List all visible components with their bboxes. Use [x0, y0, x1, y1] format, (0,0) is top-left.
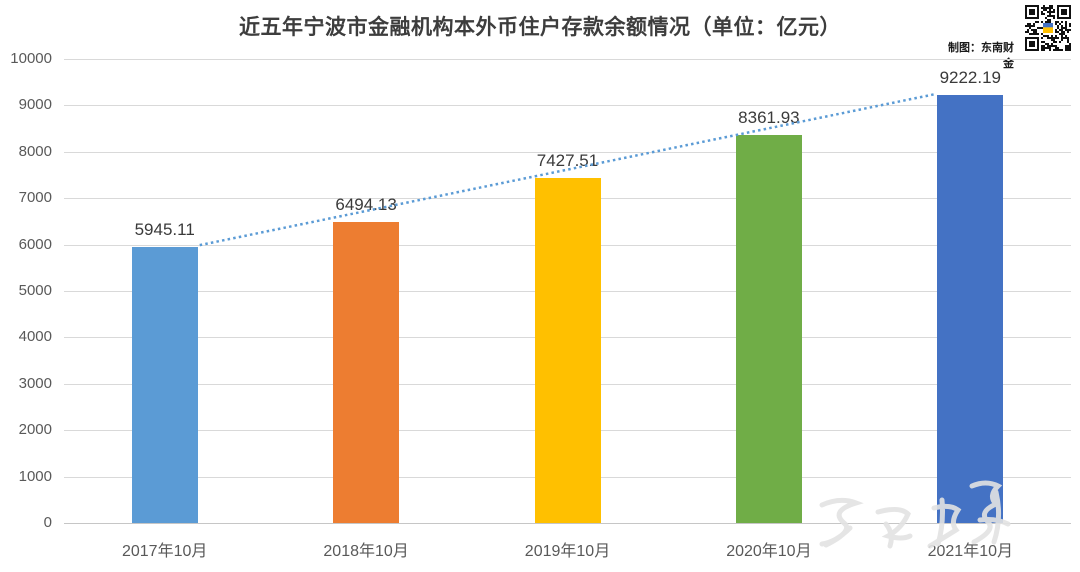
y-tick-label: 6000: [18, 235, 52, 253]
bar-value-label: 9222.19: [939, 68, 1002, 88]
y-tick-label: 1000: [18, 467, 52, 485]
y-tick-label: 4000: [18, 328, 52, 346]
y-tick-label: 0: [43, 514, 52, 531]
y-tick-label: 3000: [18, 374, 52, 392]
x-tick-label: 2018年10月: [323, 543, 409, 560]
x-tick-label: 2020年10月: [726, 543, 812, 560]
bar-value-label: 5945.11: [134, 220, 195, 240]
y-gridline: [64, 59, 1071, 60]
qr-code-icon: [1025, 5, 1071, 51]
bar-value-label: 8361.93: [738, 108, 800, 127]
y-tick-label: 7000: [18, 189, 52, 207]
bar-2018-10: [333, 221, 400, 523]
credit-label: 制图：东南财金: [948, 42, 1014, 70]
bar-2019-10: [534, 178, 601, 523]
y-tick-label: 10000: [10, 50, 52, 67]
y-gridline: [64, 523, 1071, 524]
x-tick-label: 2017年10月: [121, 543, 208, 560]
y-tick-label: 9000: [18, 96, 52, 114]
x-tick-label: 2019年10月: [524, 543, 611, 560]
y-tick-label: 2000: [18, 421, 52, 439]
y-tick-label: 8000: [18, 142, 52, 160]
bar-value-label: 7427.51: [536, 151, 599, 171]
bar-2017-10: [131, 247, 198, 523]
bar-value-label: 6494.13: [335, 194, 397, 214]
bar-2020-10: [735, 135, 802, 523]
bar-2021-10: [937, 95, 1004, 523]
chart-title: 近五年宁波市金融机构本外币住户存款余额情况（单位：亿元）: [239, 16, 841, 39]
y-gridline: [64, 105, 1071, 107]
x-tick-label: 2021年10月: [927, 543, 1013, 560]
y-tick-label: 5000: [18, 282, 52, 299]
